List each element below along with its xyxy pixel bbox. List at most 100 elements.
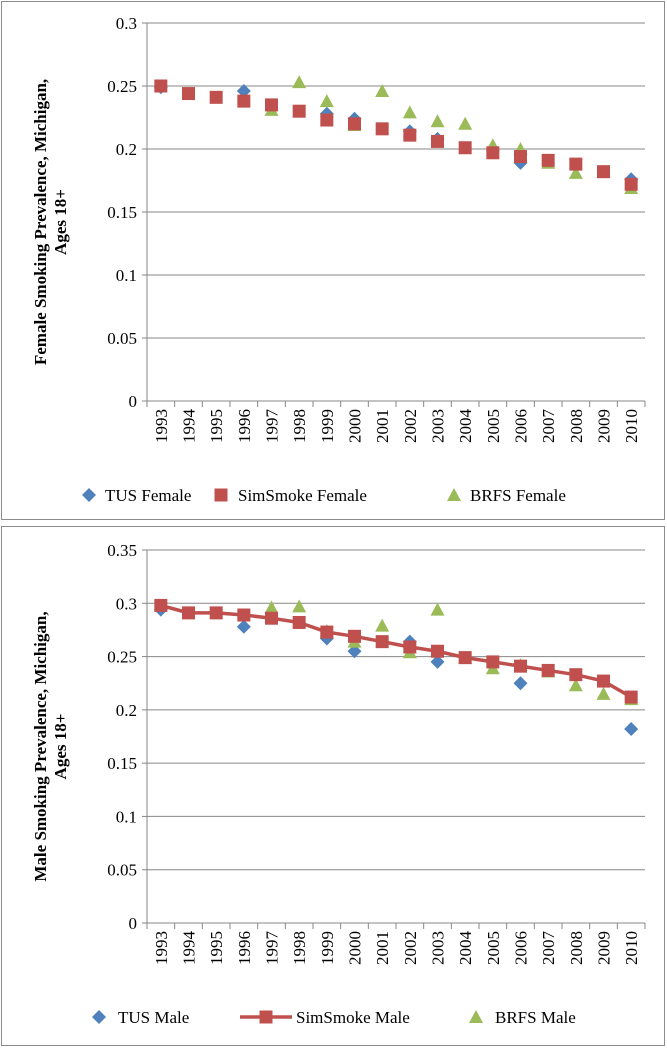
male-point-triangle-2009 xyxy=(596,686,611,700)
male-point-triangle-2008 xyxy=(568,678,583,692)
male-y-tick-label: 0.05 xyxy=(107,861,137,880)
female-x-tick-label: 2004 xyxy=(456,409,475,444)
male-point-diamond-2000 xyxy=(347,644,362,659)
male-point-square-1997 xyxy=(265,611,278,625)
female-x-tick-label: 2001 xyxy=(373,409,392,443)
female-point-square-2005 xyxy=(486,146,500,160)
female-point-square-2003 xyxy=(431,134,444,148)
male-point-diamond-2010 xyxy=(624,722,639,737)
female-x-tick-label: 2003 xyxy=(429,409,448,443)
female-chart: 0 0.05 0.1 0.15 0.2 0.25 0.3 1993 1994 1995 1996 19… xyxy=(31,14,646,505)
female-point-square-1999 xyxy=(320,113,334,127)
male-point-square-2008 xyxy=(569,668,583,682)
male-point-square-2010 xyxy=(624,690,638,704)
male-legend-label-1: SimSmoke Male xyxy=(296,1008,410,1027)
male-point-square-2006 xyxy=(514,659,527,673)
male-legend-label-0: TUS Male xyxy=(118,1008,189,1027)
male-point-diamond-1996 xyxy=(236,619,251,634)
male-point-square-2003 xyxy=(431,644,444,658)
female-x-tick-label: 1993 xyxy=(152,409,171,443)
male-point-square-2007 xyxy=(541,663,555,677)
female-point-square-2008 xyxy=(569,157,583,171)
female-point-square-1993 xyxy=(154,79,168,93)
female-legend-label-0: TUS Female xyxy=(105,486,191,505)
male-x-tick-label: 2003 xyxy=(429,931,448,965)
female-x-tick-label: 1996 xyxy=(235,409,254,443)
male-x-tick-label: 1996 xyxy=(235,931,254,965)
male-y-tick-label: 0.15 xyxy=(107,754,137,773)
male-point-square-2002 xyxy=(403,640,417,654)
female-x-tick-label: 1994 xyxy=(180,409,199,444)
female-point-square-2001 xyxy=(375,122,389,136)
male-y-tick-label: 0.35 xyxy=(107,541,137,560)
male-y-tick-label: 0.3 xyxy=(116,594,137,613)
male-legend-marker-0 xyxy=(92,1010,106,1024)
male-point-square-1993 xyxy=(154,598,168,612)
female-point-square-2010 xyxy=(624,177,638,191)
male-series-line-1 xyxy=(160,603,633,699)
male-point-triangle-2003 xyxy=(430,602,445,616)
female-y-tick-label: 0.05 xyxy=(107,329,137,348)
female-point-triangle-2002 xyxy=(402,105,417,119)
male-point-triangle-1998 xyxy=(292,599,307,613)
male-point-square-1996 xyxy=(237,608,251,622)
female-point-triangle-2008 xyxy=(568,165,583,179)
female-y-axis-title: Female Smoking Prevalence, Michigan, xyxy=(31,79,50,365)
female-point-square-2000 xyxy=(348,117,361,131)
female-point-triangle-1998 xyxy=(292,75,307,89)
female-legend-marker-2 xyxy=(447,488,461,501)
male-x-tick-label: 2007 xyxy=(539,931,558,966)
female-point-square-1994 xyxy=(182,87,195,101)
female-point-square-1997 xyxy=(265,98,278,112)
female-point-square-2004 xyxy=(458,141,472,155)
female-x-tick-label: 2005 xyxy=(484,409,503,443)
female-point-square-2002 xyxy=(403,128,417,142)
male-x-tick-label: 2000 xyxy=(346,931,365,965)
male-x-tick-label: 2005 xyxy=(484,931,503,965)
female-x-tick-label: 1998 xyxy=(290,409,309,443)
female-y-tick-label: 0.3 xyxy=(116,14,137,33)
female-x-tick-label: 2007 xyxy=(539,409,558,444)
male-point-triangle-1997 xyxy=(264,600,279,614)
male-point-square-2005 xyxy=(486,655,500,669)
female-point-triangle-2003 xyxy=(430,114,445,128)
male-point-square-1998 xyxy=(292,615,306,629)
male-legend-marker-1 xyxy=(259,1010,273,1024)
female-legend-label-2: BRFS Female xyxy=(470,486,566,505)
male-x-tick-label: 1999 xyxy=(318,931,337,965)
male-x-tick-label: 2002 xyxy=(401,931,420,965)
female-point-triangle-2001 xyxy=(375,84,390,97)
female-legend-label-1: SimSmoke Female xyxy=(238,486,367,505)
female-point-square-2009 xyxy=(597,165,610,179)
female-y-tick-label: 0.1 xyxy=(116,266,137,285)
female-legend-marker-0 xyxy=(82,488,96,502)
male-chart-panel: 0 0.05 0.1 0.15 0.2 0.25 0.3 0.35 1993 1994 1995 19… xyxy=(1,526,665,1046)
female-x-tick-label: 2009 xyxy=(595,409,614,443)
female-y-tick-label: 0 xyxy=(129,392,138,411)
male-y-axis-title: Ages 18+ xyxy=(51,714,70,780)
male-chart: 0 0.05 0.1 0.15 0.2 0.25 0.3 0.35 1993 1994 1995 19… xyxy=(31,541,646,1027)
female-point-triangle-2004 xyxy=(458,116,473,130)
male-y-tick-label: 0 xyxy=(129,914,138,933)
male-point-square-2004 xyxy=(458,651,472,665)
female-x-tick-label: 2002 xyxy=(401,409,420,443)
male-point-square-1994 xyxy=(182,606,195,620)
male-x-tick-label: 1997 xyxy=(263,931,282,966)
male-x-tick-label: 2008 xyxy=(567,931,586,965)
female-x-tick-label: 2010 xyxy=(622,409,641,443)
male-x-tick-label: 2004 xyxy=(456,931,475,966)
male-point-square-2009 xyxy=(597,674,610,688)
female-point-square-1996 xyxy=(237,94,251,108)
female-y-tick-label: 0.2 xyxy=(116,140,137,159)
male-point-triangle-2001 xyxy=(375,618,390,632)
female-chart-panel: 0 0.05 0.1 0.15 0.2 0.25 0.3 1993 1994 1995 1996 19… xyxy=(1,1,665,520)
female-point-square-2007 xyxy=(541,153,555,167)
female-x-tick-label: 2008 xyxy=(567,409,586,443)
female-x-tick-label: 1997 xyxy=(263,409,282,444)
male-legend-marker-2 xyxy=(469,1010,483,1023)
male-x-tick-label: 2001 xyxy=(373,931,392,965)
male-y-axis-title: Male Smoking Prevalence, Michigan, xyxy=(31,611,50,881)
female-point-square-2006 xyxy=(514,150,527,164)
male-x-tick-label: 1995 xyxy=(207,931,226,965)
female-x-tick-label: 1999 xyxy=(318,409,337,443)
